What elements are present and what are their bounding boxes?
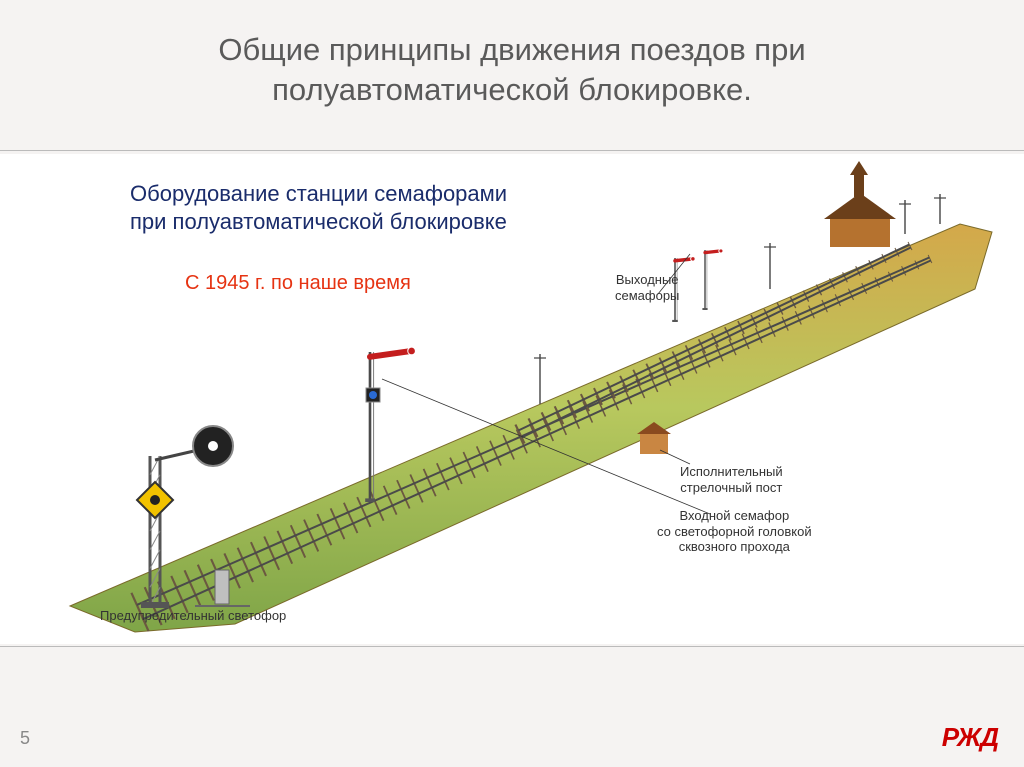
diagram: Оборудование станции семафорами при полу… bbox=[0, 154, 1024, 644]
rzd-logo: РЖД bbox=[942, 722, 998, 753]
divider-bottom bbox=[0, 646, 1024, 647]
slide: Общие принципы движения поездов при полу… bbox=[0, 0, 1024, 767]
divider-top bbox=[0, 150, 1024, 151]
page-title: Общие принципы движения поездов при полу… bbox=[0, 30, 1024, 111]
title-line-2: полуавтоматической блокировке. bbox=[272, 72, 752, 107]
label-exit-semaphores: Выходныесемафоры bbox=[615, 272, 679, 303]
page-number: 5 bbox=[20, 728, 30, 749]
title-line-1: Общие принципы движения поездов при bbox=[218, 32, 805, 67]
label-warning-signal: Предупредительный светофор bbox=[100, 608, 286, 624]
label-entry-semaphore: Входной семафорсо светофорной головкойск… bbox=[657, 508, 812, 555]
scene-svg bbox=[0, 154, 1024, 644]
label-switch-post: Исполнительныйстрелочный пост bbox=[680, 464, 783, 495]
